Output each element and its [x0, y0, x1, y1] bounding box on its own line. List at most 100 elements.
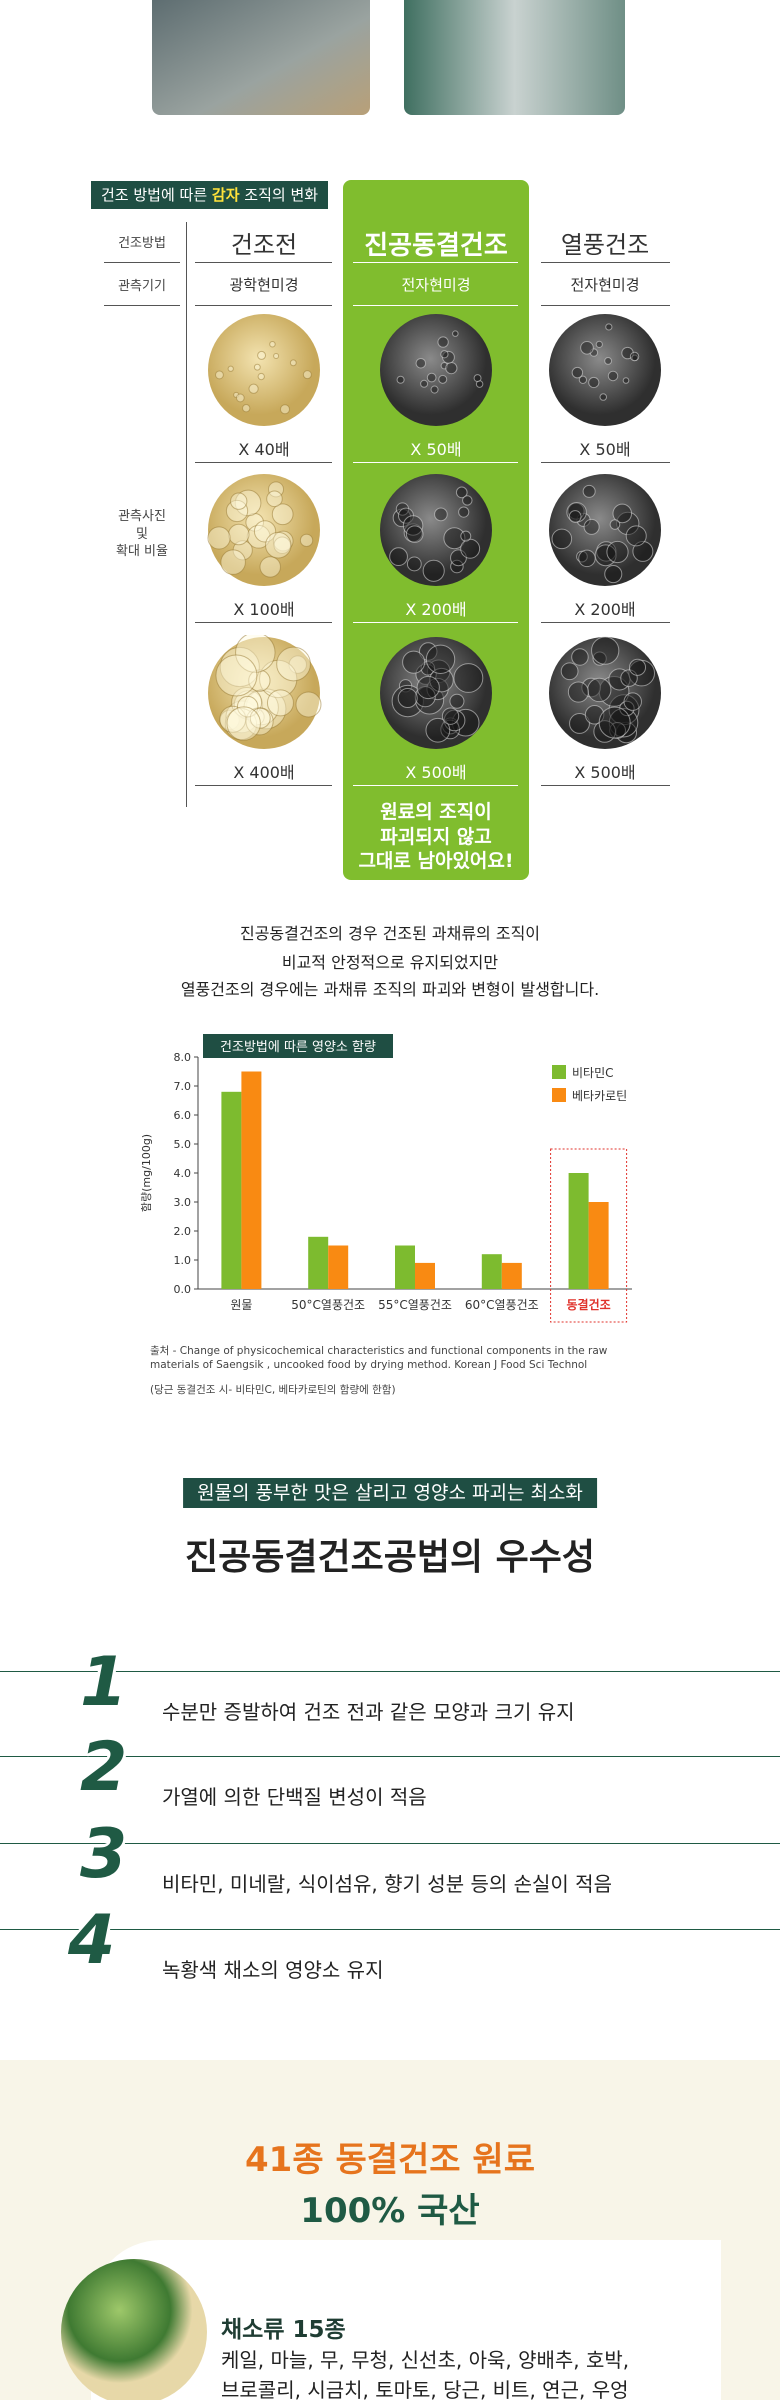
item-number: 3 [80, 1815, 128, 1894]
bar [481, 1254, 502, 1289]
summary-line: 비교적 안정적으로 유지되었지만 [281, 953, 499, 972]
rule [353, 785, 518, 786]
row-label: 관측기기 [118, 279, 166, 294]
rule [353, 462, 518, 463]
ingredient-photo [61, 2259, 207, 2400]
highlight-box [550, 1148, 628, 1323]
rule [195, 622, 332, 623]
micrograph [208, 314, 320, 426]
y-tick-label: 7.0 [174, 1080, 192, 1093]
item-text: 녹황색 채소의 영양소 유지 [162, 1958, 384, 1982]
bar [415, 1262, 435, 1289]
item-text: 수분만 증발하여 건조 전과 같은 모양과 크기 유지 [162, 1700, 575, 1724]
rule [541, 622, 670, 623]
group-name: 채소류 15종 [221, 2317, 346, 2343]
column-name: 건조전 [230, 231, 298, 259]
x-tick-label: 50°C열풍건조 [291, 1298, 365, 1312]
bar [221, 1091, 242, 1289]
rule [195, 785, 332, 786]
bar [588, 1202, 609, 1289]
rule [353, 305, 518, 306]
bar [395, 1245, 415, 1289]
row-label: 건조방법 [118, 236, 166, 251]
chart-source: 출처 - Change of physicochemical character… [150, 1345, 608, 1371]
column-name: 진공동결건조 [364, 231, 508, 261]
rule [0, 1929, 780, 1930]
section-tag: 건조 방법에 따른 감자 조직의 변화 [91, 181, 329, 209]
y-tick-label: 5.0 [174, 1138, 192, 1151]
tag-highlight: 감자 [211, 186, 240, 204]
micrograph [208, 635, 322, 749]
magnification: X 100배 [233, 600, 295, 619]
y-tick-label: 1.0 [174, 1254, 192, 1267]
group-items: 케일, 마늘, 무, 무청, 신선초, 아욱, 양배추, 호박, 브로콜리, 시… [221, 2348, 630, 2400]
rule [541, 785, 670, 786]
micrograph [380, 637, 492, 749]
row-label: 관측사진 및 확대 비율 [116, 509, 168, 560]
instrument: 광학현미경 [229, 276, 299, 294]
item-number: 2 [80, 1728, 128, 1807]
photos [152, 0, 625, 115]
bar [241, 1071, 262, 1289]
instrument: 전자현미경 [401, 276, 471, 294]
rule [541, 305, 670, 306]
bar [328, 1245, 349, 1289]
section-title: 진공동결건조공법의 우수성 [185, 1537, 595, 1578]
tag-text: 건조 방법에 따른 [101, 186, 212, 204]
y-tick-label: 2.0 [174, 1225, 192, 1238]
micrograph [549, 314, 661, 426]
photo-circle [61, 2259, 207, 2400]
item-number: 1 [80, 1643, 128, 1722]
rule [541, 262, 670, 263]
micrograph [549, 636, 661, 749]
ingredients-title: 41종 동결건조 원료 [245, 2140, 535, 2180]
chart: 0.0 1.0 2.0 3.0 4.0 5.0 6.0 7.0 8.0 함량(mg/100g) 원물… [140, 1034, 632, 1323]
bar [501, 1262, 522, 1289]
micrograph [380, 474, 492, 586]
x-tick-label: 동결건조 [567, 1297, 611, 1312]
photo [404, 0, 625, 115]
magnification: X 200배 [574, 600, 636, 619]
rule [0, 1756, 780, 1757]
chart-footnote: (당근 동결건조 시- 비타민C, 베타카로틴의 함량에 한함) [150, 1384, 396, 1396]
item-text: 비타민, 미네랄, 식이섬유, 향기 성분 등의 손실이 적음 [162, 1872, 612, 1896]
rule [104, 305, 180, 306]
summary-line: 열풍건조의 경우에는 과채류 조직의 파괴와 변형이 발생합니다. [180, 980, 600, 999]
rule [0, 1671, 780, 1672]
rule [0, 1843, 780, 1844]
magnification: X 500배 [574, 763, 636, 782]
y-tick-label: 4.0 [174, 1167, 192, 1180]
item-text: 가열에 의한 단백질 변성이 적음 [162, 1785, 427, 1809]
magnification: X 500배 [405, 763, 467, 782]
item-number: 4 [68, 1901, 116, 1980]
legend-label: 비타민C [572, 1066, 614, 1080]
legend-swatch [552, 1088, 566, 1102]
rule [195, 305, 332, 306]
y-tick-label: 3.0 [174, 1196, 192, 1209]
column-name: 열풍건조 [560, 231, 650, 259]
instrument: 전자현미경 [570, 276, 640, 294]
legend-label: 베타카로틴 [572, 1089, 627, 1103]
y-tick-label: 6.0 [174, 1109, 192, 1122]
chart-title: 건조방법에 따른 영양소 함량 [220, 1040, 376, 1055]
magnification: X 50배 [410, 440, 462, 459]
divider [186, 222, 187, 807]
y-tick-label: 0.0 [174, 1283, 192, 1296]
y-tick-label: 8.0 [174, 1051, 192, 1064]
x-tick-label: 원물 [230, 1298, 252, 1312]
y-axis-label: 함량(mg/100g) [140, 1134, 153, 1212]
magnification: X 200배 [405, 600, 467, 619]
micrograph [380, 314, 492, 426]
bar [568, 1173, 589, 1289]
magnification: X 40배 [238, 440, 290, 459]
section-tag: 원물의 풍부한 맛은 살리고 영양소 파괴는 최소화 [183, 1478, 597, 1508]
rule [353, 622, 518, 623]
magnification: X 400배 [233, 763, 295, 782]
column-note: 원료의 조직이 파괴되지 않고 그대로 남아있어요! [358, 801, 514, 873]
rule [541, 462, 670, 463]
chart-title-bg [203, 1034, 393, 1058]
tag-text: 조직의 변화 [239, 186, 319, 204]
x-tick-label: 55°C열풍건조 [378, 1298, 452, 1312]
summary-line: 진공동결건조의 경우 건조된 과채류의 조직이 [239, 924, 541, 943]
